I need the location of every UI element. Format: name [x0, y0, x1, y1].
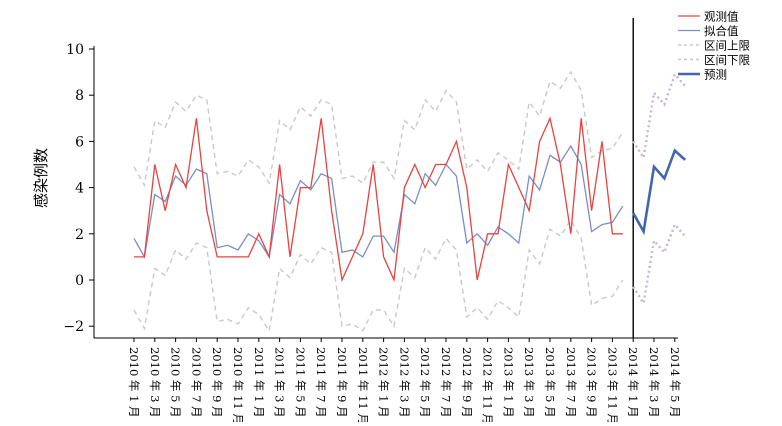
x-tick-label: 2014 年 1 月 — [626, 347, 640, 418]
x-tick-label: 2012 年 7 月 — [439, 347, 453, 418]
legend-label: 预测 — [704, 68, 727, 82]
x-tick-label: 2011 年 9 月 — [335, 347, 349, 418]
x-tick-label: 2010 年 1 月 — [127, 347, 141, 418]
x-tick-label: 2013 年 9 月 — [585, 347, 599, 418]
y-tick-label: −2 — [63, 319, 84, 335]
y-tick-label: 2 — [75, 227, 84, 243]
upper-bound-series-line — [133, 70, 624, 188]
x-tick-label: 2011 年 3 月 — [273, 347, 287, 418]
x-tick-label: 2013 年 7 月 — [564, 347, 578, 418]
x-tick-label: 2012 年 3 月 — [397, 347, 411, 418]
lower-bound-series-line — [133, 218, 624, 333]
x-tick-label: 2010 年 9 月 — [210, 347, 224, 418]
x-tick-label: 2014 年 5 月 — [668, 347, 682, 418]
y-tick-label: 10 — [66, 42, 84, 58]
forecast-series-line — [632, 148, 687, 236]
y-tick-label: 0 — [75, 273, 84, 289]
y-tick-label: 8 — [75, 88, 84, 104]
x-tick-label: 2012 年 5 月 — [418, 347, 432, 418]
x-tick-label: 2010 年 11 月 — [231, 347, 245, 422]
legend-label: 区间下限 — [704, 53, 750, 67]
x-tick-label: 2011 年 5 月 — [293, 347, 307, 418]
x-tick-label: 2011 年 7 月 — [314, 347, 328, 418]
forecast-upper-bound-line — [632, 72, 687, 161]
y-tick-label: 6 — [75, 134, 84, 150]
x-tick-label: 2012 年 1 月 — [377, 347, 391, 418]
fitted-series-line — [133, 144, 624, 259]
legend-label: 区间上限 — [704, 39, 750, 53]
x-tick-label: 2011 年 11 月 — [356, 347, 370, 422]
x-tick-label: 2012 年 11 月 — [481, 347, 495, 422]
x-tick-label: 2013 年 1 月 — [501, 347, 515, 418]
x-tick-label: 2013 年 11 月 — [605, 347, 619, 422]
x-tick-label: 2014 年 3 月 — [647, 347, 661, 418]
observed-series-line — [134, 116, 623, 283]
forecast-lower-bound-line — [632, 222, 687, 307]
legend-label: 拟合值 — [704, 24, 739, 38]
x-tick-label: 2013 年 5 月 — [543, 347, 557, 418]
y-tick-label: 4 — [75, 181, 84, 197]
x-tick-label: 2010 年 7 月 — [189, 347, 203, 418]
legend-label: 观测值 — [704, 10, 739, 24]
x-tick-label: 2010 年 5 月 — [169, 347, 183, 418]
x-tick-label: 2013 年 3 月 — [522, 347, 536, 418]
x-tick-label: 2010 年 3 月 — [148, 347, 162, 418]
x-tick-label: 2012 年 9 月 — [460, 347, 474, 418]
y-axis-label: 感染例数 — [32, 148, 50, 208]
x-tick-label: 2011 年 1 月 — [252, 347, 266, 418]
